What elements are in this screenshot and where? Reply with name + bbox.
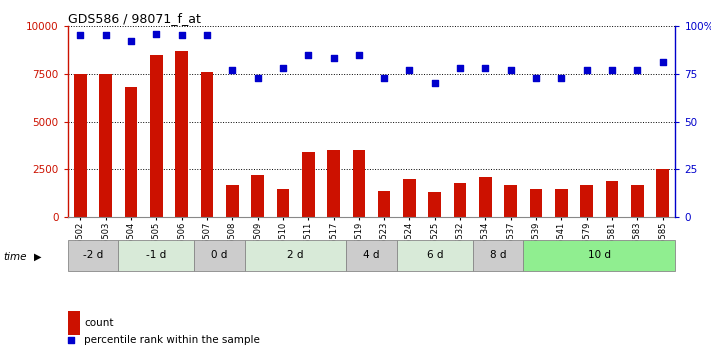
Bar (277, 189, 289, 217)
Text: percentile rank within the sample: percentile rank within the sample (84, 335, 260, 345)
Bar (100, 74, 112, 217)
Point (151, 31, 162, 36)
Bar (175, 51, 188, 217)
Bar (473, 240, 523, 271)
Text: GDS586 / 98071_f_at: GDS586 / 98071_f_at (68, 12, 201, 25)
Point (657, 59, 668, 65)
Point (100, 33, 111, 38)
Point (556, 75, 567, 80)
Text: -1 d: -1 d (146, 250, 166, 260)
Point (581, 67, 592, 73)
Bar (378, 190, 390, 217)
Point (480, 65, 491, 71)
Bar (530, 189, 542, 217)
Text: ▶: ▶ (34, 252, 42, 262)
Point (277, 65, 289, 71)
Bar (245, 240, 346, 271)
Bar (479, 177, 492, 217)
Point (530, 75, 542, 80)
Bar (124, 87, 137, 217)
Bar (606, 181, 619, 217)
Bar (656, 169, 669, 217)
Point (454, 65, 466, 71)
Bar (454, 183, 466, 217)
Point (75, 33, 86, 38)
Text: 2 d: 2 d (287, 250, 304, 260)
Point (302, 52, 314, 57)
Bar (555, 189, 568, 217)
Point (632, 67, 643, 73)
Bar (68, 240, 118, 271)
Bar (327, 150, 340, 217)
Bar (631, 185, 643, 217)
Bar (226, 185, 238, 217)
Point (378, 75, 390, 80)
Bar (150, 55, 163, 217)
Text: 4 d: 4 d (363, 250, 380, 260)
Bar (201, 72, 213, 217)
Point (505, 67, 516, 73)
Bar (74, 74, 87, 217)
Text: 8 d: 8 d (490, 250, 506, 260)
Text: count: count (84, 318, 113, 327)
Bar (580, 185, 593, 217)
Point (176, 33, 187, 38)
Bar (353, 150, 365, 217)
Bar (397, 240, 473, 271)
Bar (346, 240, 397, 271)
Point (353, 52, 365, 57)
Text: -2 d: -2 d (82, 250, 103, 260)
Point (252, 75, 263, 80)
Bar (505, 185, 517, 217)
Text: 6 d: 6 d (427, 250, 443, 260)
Bar (403, 179, 416, 217)
Bar (251, 175, 264, 217)
Bar (429, 193, 441, 217)
Bar (302, 152, 314, 217)
Text: 10 d: 10 d (588, 250, 611, 260)
Point (404, 67, 415, 73)
Point (328, 56, 339, 61)
Point (429, 80, 441, 86)
Point (269, 290, 280, 296)
Point (201, 33, 213, 38)
Point (227, 67, 238, 73)
Bar (194, 240, 245, 271)
Text: time: time (4, 252, 27, 262)
Bar (118, 240, 194, 271)
Point (125, 38, 137, 44)
Text: 0 d: 0 d (211, 250, 228, 260)
Point (606, 67, 618, 73)
Bar (523, 240, 675, 271)
